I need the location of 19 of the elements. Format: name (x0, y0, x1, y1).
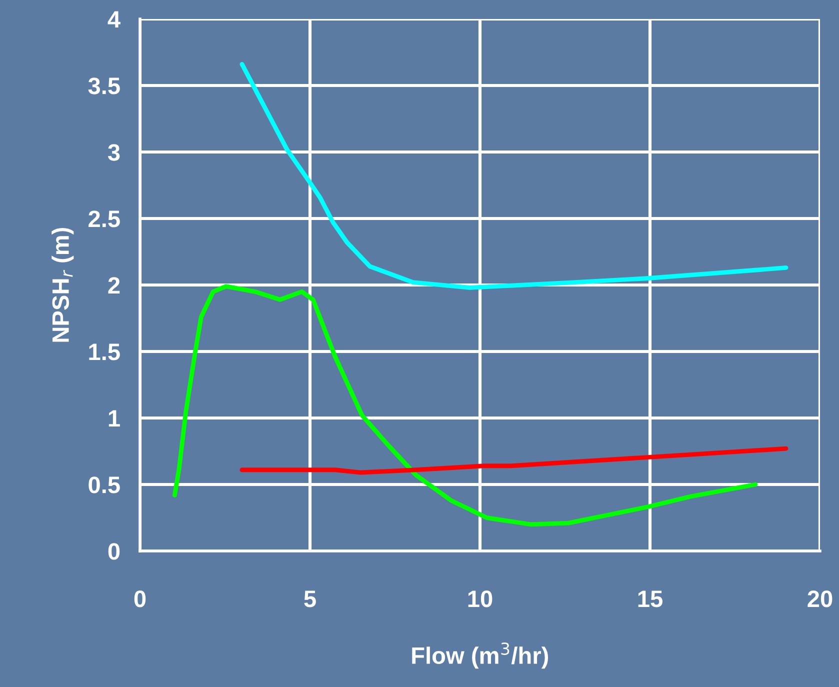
x-tick-label: 15 (638, 590, 662, 608)
x-tick-label: 10 (468, 590, 492, 608)
y-axis-title: NPSH$_{r}$ (m) (52, 228, 74, 342)
y-tick-label: 4 (108, 11, 120, 28)
x-tick-label: 0 (134, 590, 146, 608)
x-axis-title: Flow (m$^{3}$/hr) (412, 642, 548, 669)
y-tick-label: 0 (108, 543, 120, 560)
y-tick-label: 3 (108, 144, 120, 161)
line-series (240, 62, 788, 290)
y-tick-label: 2.5 (88, 210, 120, 228)
line-series (240, 446, 788, 475)
line-series (172, 284, 758, 527)
y-tick-label: 1.5 (89, 344, 120, 360)
y-tick-label: 3.5 (88, 78, 120, 94)
y-tick-label: 2 (108, 277, 120, 294)
x-tick-label: 20 (808, 590, 832, 608)
y-tick-label: 0.5 (88, 476, 120, 494)
y-tick-label: 1 (108, 410, 120, 427)
x-tick-label: 5 (304, 590, 316, 608)
